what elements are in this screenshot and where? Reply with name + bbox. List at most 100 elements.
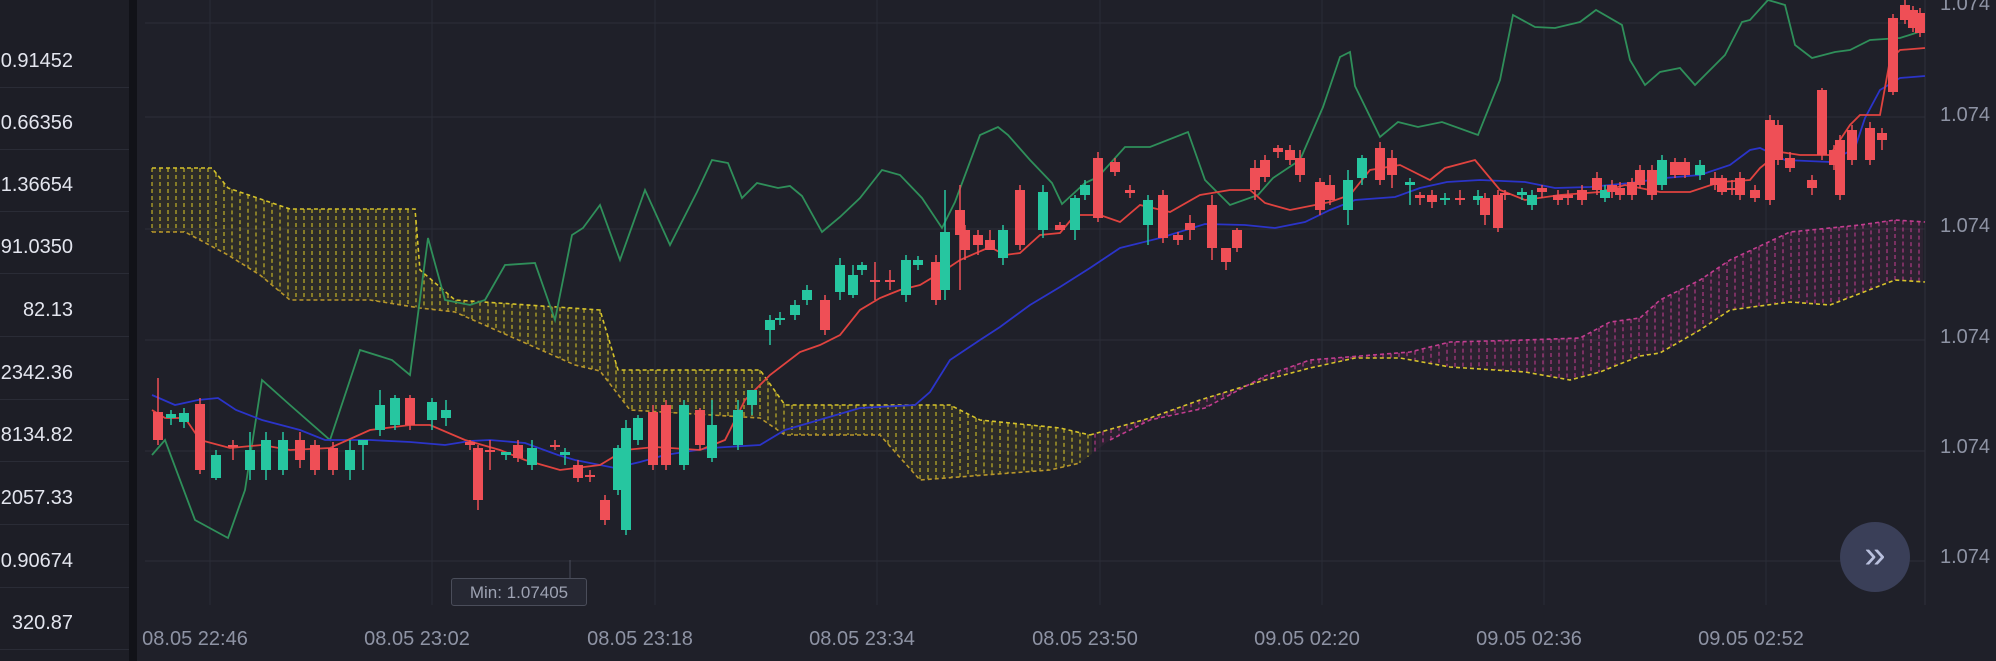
candle-body — [1405, 182, 1415, 185]
candle-body — [1110, 162, 1120, 172]
candle-body — [931, 262, 941, 300]
candle-body — [153, 412, 163, 440]
candle-body — [485, 450, 495, 452]
candle-body — [960, 230, 970, 250]
candle-body — [211, 455, 221, 478]
candle-body — [1517, 192, 1527, 195]
candle-body — [985, 240, 995, 250]
candle-body — [633, 418, 643, 440]
candle-body — [527, 448, 537, 465]
candle-body — [1835, 140, 1845, 195]
candle-body — [998, 230, 1008, 258]
x-axis-tick-label: 09.05 02:52 — [1698, 628, 1804, 650]
senkou-span-b-left — [152, 231, 1081, 481]
candle-body — [1207, 205, 1217, 248]
candle-body — [441, 410, 451, 418]
candle-body — [465, 442, 475, 445]
left-value-text: 91.0350 — [0, 236, 73, 258]
candle-body — [1527, 195, 1537, 205]
candle-body — [1537, 188, 1547, 192]
candle-body — [1553, 195, 1563, 200]
candle-body — [648, 412, 658, 465]
candle-body — [679, 405, 689, 465]
candle-body — [940, 232, 950, 290]
candle-body — [973, 235, 983, 245]
candle-body — [1427, 195, 1437, 202]
candle-body — [1577, 190, 1587, 200]
candle-body — [1750, 190, 1760, 198]
candle-body — [245, 450, 255, 470]
candle-body — [820, 300, 830, 330]
tenkan-sen-line — [151, 47, 1926, 471]
candle-body — [1185, 223, 1195, 230]
candle-body — [1273, 148, 1283, 152]
y-axis-tick-label: 1.074 — [1940, 326, 1990, 348]
candle-body — [1173, 235, 1183, 240]
left-value-text: 320.87 — [11, 612, 73, 634]
left-value-text: 1.36654 — [0, 174, 73, 196]
left-value-text: 0.90674 — [0, 550, 73, 572]
candle-body — [166, 414, 176, 418]
candle-body — [695, 410, 705, 445]
candle-body — [621, 428, 631, 530]
candle-body — [328, 448, 338, 470]
candle-body — [1817, 90, 1827, 155]
candle-body — [427, 402, 437, 420]
candle-body — [901, 260, 911, 295]
candle-body — [1900, 5, 1910, 20]
candle-body — [1070, 198, 1080, 230]
candle-body — [228, 445, 238, 447]
candle-body — [1315, 182, 1325, 210]
candle-body — [1563, 195, 1573, 198]
candle-body — [1807, 180, 1817, 188]
candle-body — [573, 465, 583, 478]
candle-body — [501, 452, 511, 455]
candle-body — [835, 265, 845, 292]
candle-body — [358, 440, 368, 445]
candle-body — [585, 475, 595, 477]
candle-body — [1343, 180, 1353, 210]
candle-body — [1765, 120, 1775, 200]
candle-body — [195, 404, 205, 470]
candle-body — [1695, 165, 1705, 175]
double-chevron-right-icon: » — [1864, 534, 1886, 576]
candle-body — [1600, 190, 1610, 198]
senkou-span-a-right — [1089, 279, 1926, 436]
y-axis-tick-label: 1.074 — [1940, 546, 1990, 568]
candle-body — [1607, 185, 1617, 192]
candle-body — [1285, 150, 1295, 160]
candle-body — [1250, 168, 1260, 190]
x-axis-tick-label: 08.05 23:50 — [1032, 628, 1138, 650]
x-axis-tick-label: 08.05 23:34 — [809, 628, 915, 650]
candle-body — [802, 290, 812, 300]
candle-body — [1387, 158, 1397, 175]
candle-body — [1143, 200, 1153, 225]
left-value-row: 0.90674 — [0, 526, 129, 588]
left-value-text: 2342.36 — [0, 362, 73, 384]
candle-body — [1473, 196, 1483, 200]
candle-body — [857, 265, 867, 270]
candle-body — [1440, 198, 1450, 200]
scroll-to-latest-button[interactable]: » — [1840, 522, 1910, 592]
candle-body — [1635, 170, 1645, 185]
candle-body — [345, 450, 355, 470]
candle-body — [1158, 195, 1168, 238]
candle-body — [1647, 170, 1657, 195]
candle-body — [661, 405, 671, 465]
candle-body — [1727, 188, 1737, 190]
candle-body — [1375, 148, 1385, 180]
candle-body — [310, 445, 320, 470]
candle-body — [1038, 192, 1048, 230]
left-value-text: 0.66356 — [0, 112, 73, 134]
candle-body — [1865, 128, 1875, 160]
candle-body — [179, 413, 189, 422]
candle-body — [1125, 190, 1135, 193]
candle-body — [1080, 185, 1090, 195]
senkou-span-a-left — [152, 167, 1091, 436]
left-value-row: 91.0350 — [0, 212, 129, 274]
candle-body — [848, 275, 858, 295]
candle-body — [473, 448, 483, 500]
senkou-span-b-right — [1109, 219, 1926, 441]
candle-body — [1221, 248, 1231, 262]
